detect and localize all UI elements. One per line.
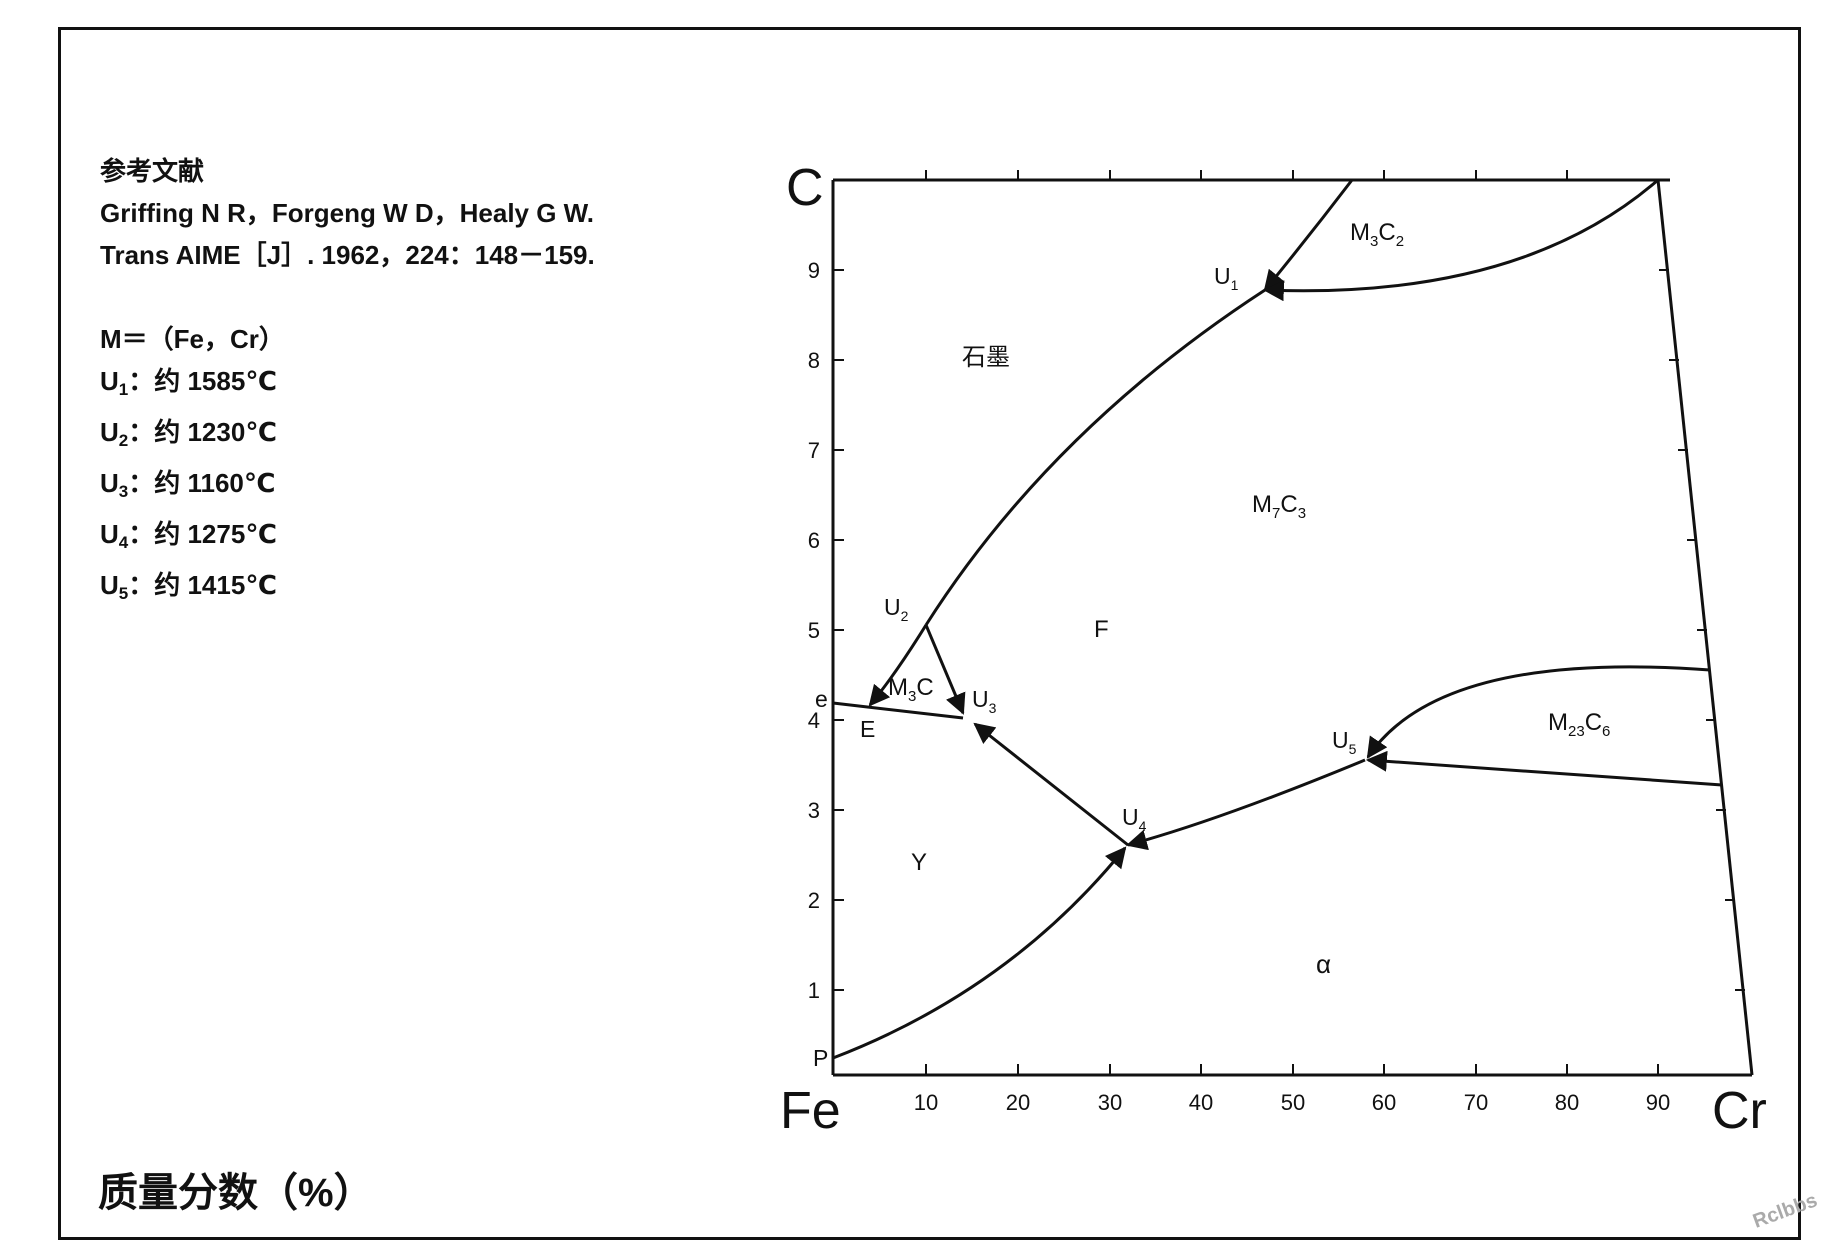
boundary-line	[1366, 665, 1711, 759]
region-label-m3c2: M3C2	[1350, 219, 1404, 250]
region-label-gamma: Y	[911, 849, 927, 876]
y-tick-label: 3	[808, 798, 820, 823]
point-labels: U1 U2 U3 U4 U5 e E P	[813, 263, 1357, 1071]
y-tick-label: 2	[808, 888, 820, 913]
boundary-line	[832, 701, 964, 720]
point-note-u3: U3：约 1160℃	[100, 468, 276, 501]
x-tick-label: 70	[1464, 1090, 1488, 1115]
x-axis-ticks	[925, 170, 1659, 1075]
y-tick-label: 4	[808, 708, 820, 733]
y-tick-label: 7	[808, 438, 820, 463]
x-tick-label: 20	[1006, 1090, 1030, 1115]
reference-notes: 参考文献 Griffing N R，Forgeng W D，Healy G W.…	[100, 150, 595, 615]
point-label-u2: U2	[884, 594, 909, 624]
boundary-line	[973, 722, 1129, 847]
region-label-ferrite: F	[1094, 616, 1109, 643]
boundary-line	[1365, 750, 1723, 787]
x-tick-label: 60	[1372, 1090, 1396, 1115]
x-tick-label: 90	[1646, 1090, 1670, 1115]
reference-line-2: Trans AIME［J］. 1962，224：148－159.	[100, 240, 595, 270]
figure-frame	[58, 27, 1801, 1240]
point-note-u1: U1：约 1585℃	[100, 366, 277, 399]
diagram-axes	[831, 178, 1754, 1077]
boundary-line	[1262, 178, 1659, 302]
boundary-line	[924, 624, 966, 715]
y-tick-label: 5	[808, 618, 820, 643]
point-label-u5: U5	[1332, 727, 1357, 757]
point-label-u3: U3	[972, 686, 997, 716]
boundary-line	[924, 288, 1266, 626]
x-tick-labels: 10 20 30 40 50 60 70 80 90	[914, 1090, 1670, 1115]
m-definition: M＝（Fe，Cr）	[100, 324, 285, 354]
region-label-m23c6: M23C6	[1548, 709, 1610, 740]
point-label-u1: U1	[1214, 263, 1239, 293]
boundary-line	[832, 846, 1127, 1060]
y-tick-labels: 1 2 3 4 5 6 7 8 9	[808, 258, 820, 1003]
reference-line-1: Griffing N R，Forgeng W D，Healy G W.	[100, 198, 595, 228]
y-tick-label: 9	[808, 258, 820, 283]
x-axis-title: 质量分数（%）	[98, 1171, 374, 1215]
x-tick-label: 30	[1098, 1090, 1122, 1115]
boundary-line	[1263, 179, 1354, 292]
point-label-e-lower: E	[860, 716, 875, 742]
y-axis-ticks	[833, 269, 1745, 991]
boundary-line	[1125, 758, 1366, 851]
region-label-m3c: M3C	[888, 674, 934, 705]
corner-label-iron: Fe	[780, 1082, 841, 1140]
point-note-u2: U2：约 1230℃	[100, 417, 277, 450]
point-note-u4: U4：约 1275℃	[100, 519, 277, 552]
region-label-alpha: α	[1316, 949, 1331, 979]
boundary-line	[868, 624, 928, 707]
references-heading: 参考文献	[100, 156, 205, 186]
y-tick-label: 8	[808, 348, 820, 373]
y-tick-label: 6	[808, 528, 820, 553]
x-tick-label: 80	[1555, 1090, 1579, 1115]
point-label-u4: U4	[1122, 804, 1147, 834]
y-tick-label: 1	[808, 978, 820, 1003]
point-label-p: P	[813, 1045, 828, 1071]
region-label-graphite: 石墨	[962, 344, 1010, 371]
x-tick-label: 40	[1189, 1090, 1213, 1115]
point-note-u5: U5：约 1415℃	[100, 570, 277, 603]
region-labels: 石墨 M3C2 M7C3 M23C6 M3C F Y α	[888, 219, 1610, 979]
corner-label-carbon: C	[786, 159, 824, 217]
x-tick-label: 50	[1281, 1090, 1305, 1115]
point-label-e-upper: e	[815, 686, 828, 712]
phase-boundaries	[832, 178, 1723, 1060]
corner-label-chromium: Cr	[1712, 1082, 1767, 1140]
x-tick-label: 10	[914, 1090, 938, 1115]
region-label-m7c3: M7C3	[1252, 491, 1306, 522]
